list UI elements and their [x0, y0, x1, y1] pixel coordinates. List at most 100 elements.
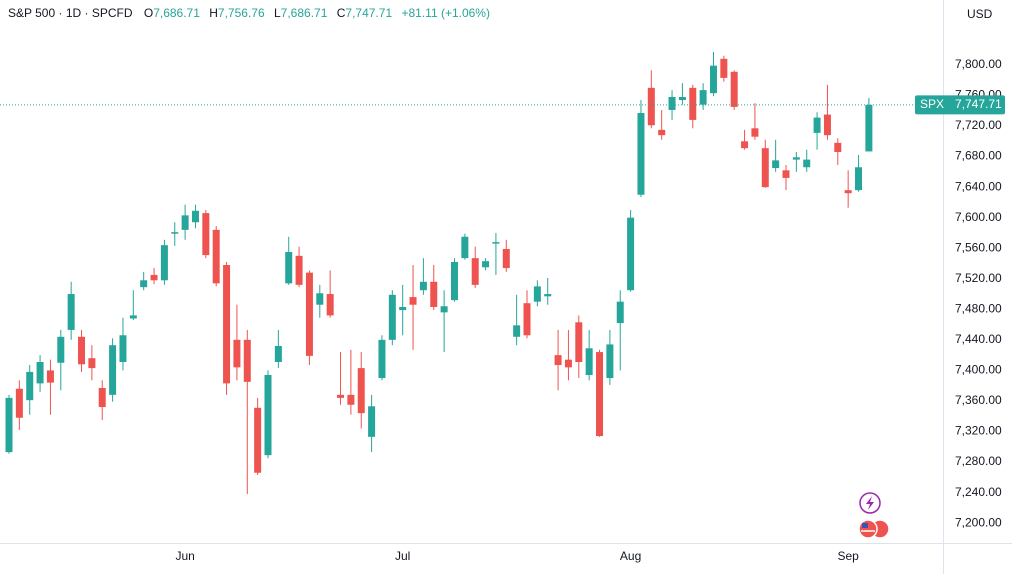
- y-tick-label: 7,600.00: [955, 210, 1002, 224]
- y-tick-label: 7,640.00: [955, 179, 1002, 193]
- candle-body: [378, 339, 386, 379]
- candle-body: [637, 113, 645, 195]
- candle-body: [513, 325, 521, 337]
- candle-body: [564, 359, 572, 368]
- candle-body: [305, 272, 313, 356]
- price-tag-name: SPX: [920, 97, 944, 111]
- y-tick-label: 7,400.00: [955, 363, 1002, 377]
- candle-body: [223, 265, 231, 384]
- candle-body: [606, 344, 614, 379]
- candle-body: [254, 407, 262, 473]
- y-tick-label: 7,440.00: [955, 332, 1002, 346]
- candle-body: [627, 217, 635, 291]
- candle-body: [368, 406, 376, 437]
- candle-body: [316, 293, 324, 305]
- candle-body: [792, 157, 800, 160]
- candle-body: [502, 248, 510, 269]
- candle-body: [658, 129, 666, 136]
- flag-icon[interactable]: [858, 519, 878, 539]
- candle-body: [523, 303, 531, 336]
- candle-body: [461, 236, 469, 259]
- x-tick-label: Jun: [175, 549, 194, 563]
- y-tick-label: 7,240.00: [955, 485, 1002, 499]
- x-tick-label: Sep: [837, 549, 859, 563]
- candle-body: [844, 190, 852, 194]
- candle-body: [689, 87, 697, 120]
- candle-body: [813, 117, 821, 133]
- candle-body: [440, 306, 448, 313]
- candle-body: [67, 294, 75, 330]
- x-tick-label: Jul: [395, 549, 410, 563]
- candle-body: [865, 104, 873, 152]
- candle-body: [150, 274, 158, 281]
- candle-body: [720, 58, 728, 78]
- candle-body: [575, 322, 583, 362]
- candle-body: [616, 301, 624, 324]
- y-tick-label: 7,480.00: [955, 301, 1002, 315]
- symbol[interactable]: S&P 500 · 1D · SPCFD: [8, 6, 133, 20]
- candle-body: [544, 294, 552, 297]
- candle-body: [78, 336, 86, 365]
- candle-body: [668, 96, 676, 110]
- x-tick-label: Aug: [620, 549, 641, 563]
- candle-body: [471, 258, 479, 285]
- candle-body: [554, 355, 562, 366]
- candle-body: [533, 286, 541, 302]
- y-tick-label: 7,200.00: [955, 515, 1002, 529]
- price-tag: [915, 95, 1005, 115]
- candle-body: [57, 336, 65, 363]
- candle-body: [160, 245, 168, 281]
- candle-body: [5, 397, 13, 453]
- candle-body: [109, 345, 117, 395]
- candle-body: [730, 71, 738, 107]
- y-tick-label: 7,520.00: [955, 271, 1002, 285]
- candle-body: [140, 280, 148, 288]
- ohlc-value: 7,747.71: [345, 6, 393, 20]
- candle-body: [285, 252, 293, 284]
- candle-body: [430, 281, 438, 308]
- y-tick-label: 7,360.00: [955, 393, 1002, 407]
- candle-body: [295, 255, 303, 285]
- currency-label[interactable]: USD: [967, 7, 993, 21]
- candle-body: [326, 294, 334, 316]
- y-tick-label: 7,720.00: [955, 118, 1002, 132]
- ohlc-label: O: [143, 6, 154, 20]
- ohlc-label: L: [273, 6, 281, 20]
- candle-body: [782, 170, 790, 178]
- y-tick-label: 7,680.00: [955, 149, 1002, 163]
- candle-body: [699, 90, 707, 105]
- candle-body: [15, 388, 23, 418]
- candle-body: [98, 387, 106, 408]
- candle-body: [823, 114, 831, 136]
- y-tick-label: 7,560.00: [955, 240, 1002, 254]
- candle-body: [26, 371, 34, 401]
- y-tick-label: 7,280.00: [955, 454, 1002, 468]
- candle-body: [647, 87, 655, 126]
- candle-body: [171, 232, 179, 234]
- candle-body: [347, 394, 355, 405]
- candle-body: [357, 368, 365, 414]
- ohlc-label: C: [336, 6, 346, 20]
- candle-body: [129, 315, 137, 319]
- candle-body: [36, 362, 44, 384]
- event-icons[interactable]: [858, 492, 890, 539]
- candle-body: [212, 229, 220, 284]
- candle-body: [202, 213, 210, 256]
- candle-body: [803, 159, 811, 168]
- y-tick-label: 7,800.00: [955, 57, 1002, 71]
- candle-body: [834, 142, 842, 152]
- ohlc-label: H: [209, 6, 218, 20]
- candle-body: [274, 345, 282, 362]
- candle-body: [596, 352, 604, 437]
- candle-body: [761, 148, 769, 188]
- candle-body: [741, 141, 749, 149]
- candle-body: [337, 394, 345, 398]
- candle-body: [855, 167, 863, 191]
- y-tick-label: 7,320.00: [955, 424, 1002, 438]
- ohlc-value: 7,686.71: [153, 6, 200, 20]
- candle-body: [88, 358, 96, 369]
- lightning: [866, 496, 874, 510]
